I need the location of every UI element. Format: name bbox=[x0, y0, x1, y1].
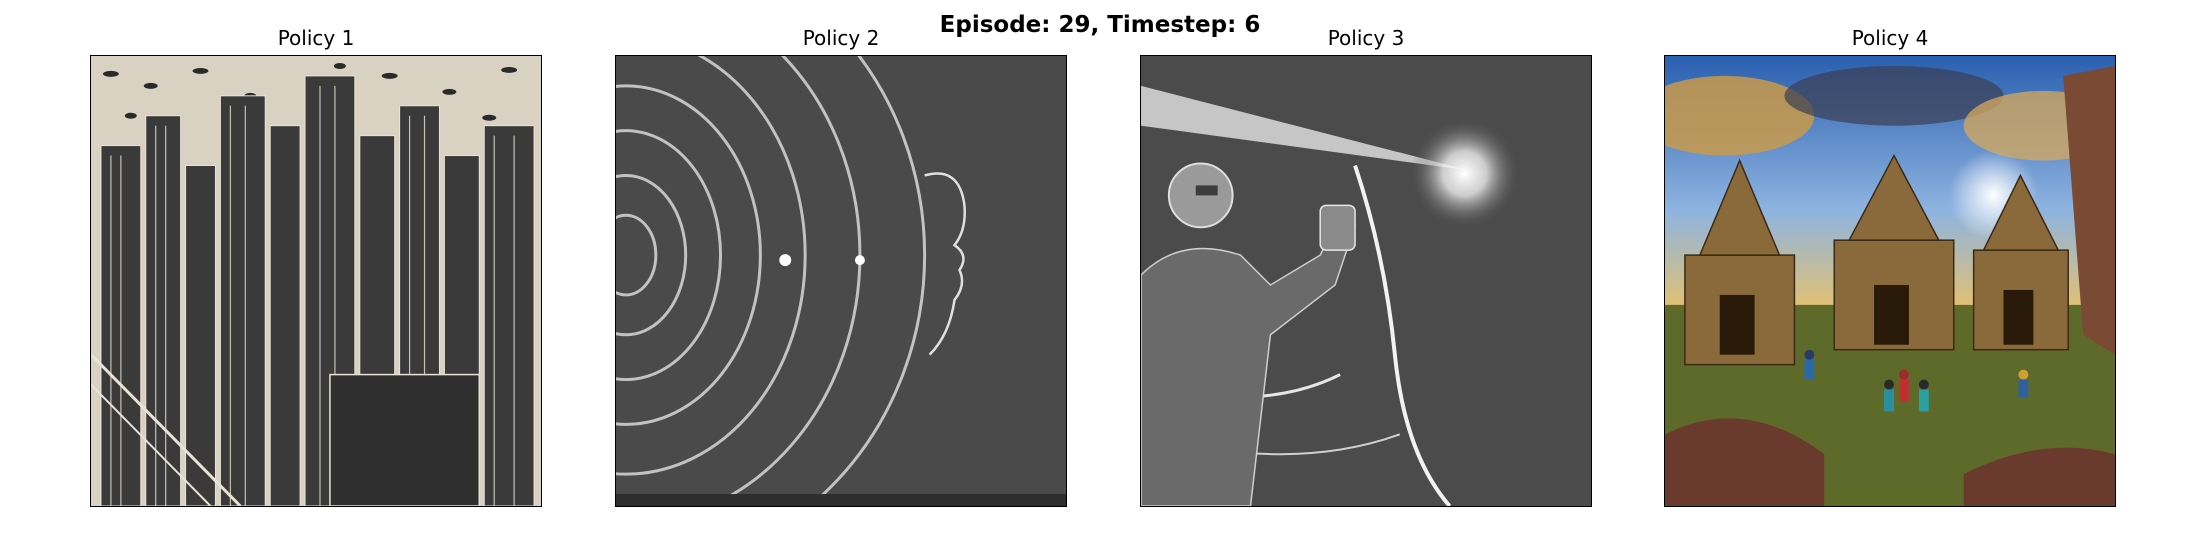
panel-image-policy-4 bbox=[1664, 55, 2116, 507]
panel-image-policy-2 bbox=[615, 55, 1067, 507]
city-skyline-image bbox=[91, 56, 541, 506]
panel-image-policy-3 bbox=[1140, 55, 1592, 507]
panel-title-policy-2: Policy 2 bbox=[802, 26, 880, 50]
panel-title-policy-1: Policy 1 bbox=[277, 26, 355, 50]
figure-title: Episode: 29, Timestep: 6 bbox=[939, 12, 1261, 38]
temple-ruins-image bbox=[1665, 56, 2115, 506]
light-rings-image bbox=[616, 56, 1066, 506]
robot-light-beam-image bbox=[1141, 56, 1591, 506]
panel-image-policy-1 bbox=[90, 55, 542, 507]
panel-title-policy-4: Policy 4 bbox=[1851, 26, 1929, 50]
panel-title-policy-3: Policy 3 bbox=[1327, 26, 1405, 50]
